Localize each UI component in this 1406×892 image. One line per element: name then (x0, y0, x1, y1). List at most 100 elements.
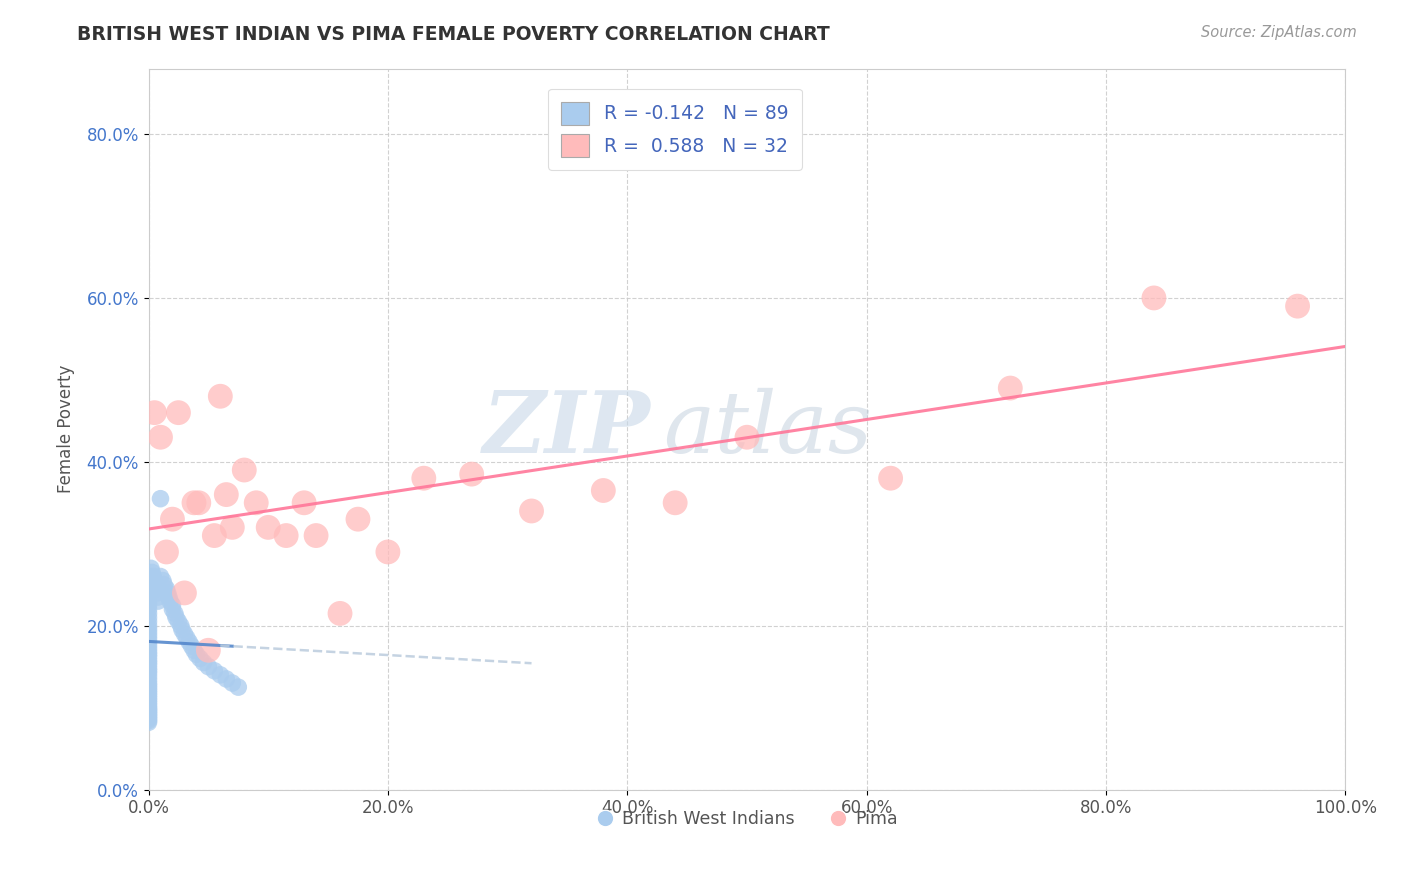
Point (188, 651, 211, 665)
Point (735, 430, 758, 444)
Point (138, 693, 160, 707)
Point (138, 712, 160, 726)
Point (1143, 291, 1166, 305)
Point (138, 602, 160, 616)
Point (167, 615, 190, 629)
Point (138, 690, 160, 705)
Point (305, 528, 328, 542)
Point (138, 702, 160, 716)
Point (197, 643, 219, 657)
Point (157, 590, 180, 604)
Point (153, 578, 176, 592)
Point (138, 715, 160, 730)
Point (159, 594, 181, 608)
Point (221, 676, 243, 690)
Point (202, 664, 225, 678)
Point (179, 635, 201, 649)
Point (276, 528, 298, 542)
Point (138, 594, 160, 608)
Point (221, 520, 243, 534)
Point (183, 643, 205, 657)
Point (173, 627, 195, 641)
Point (152, 574, 174, 588)
Point (162, 598, 184, 612)
Point (163, 607, 186, 621)
Point (187, 496, 209, 510)
Point (139, 561, 162, 575)
Point (138, 700, 160, 714)
Point (138, 649, 160, 664)
Point (233, 463, 256, 477)
Point (173, 586, 195, 600)
Point (141, 566, 163, 580)
Point (138, 710, 160, 724)
Point (170, 618, 193, 632)
Point (142, 569, 165, 583)
Point (138, 679, 160, 693)
Point (162, 602, 184, 616)
Point (138, 578, 160, 592)
Legend: British West Indians, Pima: British West Indians, Pima (589, 803, 905, 835)
Point (347, 512, 370, 526)
Point (215, 672, 238, 686)
Point (143, 406, 166, 420)
Point (180, 639, 202, 653)
Y-axis label: Female Poverty: Female Poverty (58, 365, 75, 493)
Point (138, 656, 160, 670)
Point (138, 707, 160, 722)
Text: Source: ZipAtlas.com: Source: ZipAtlas.com (1201, 25, 1357, 40)
Point (879, 471, 901, 485)
Point (183, 496, 205, 510)
Point (377, 545, 399, 559)
Point (146, 586, 169, 600)
Point (162, 512, 184, 526)
Point (138, 632, 160, 646)
Point (520, 504, 543, 518)
Point (143, 578, 166, 592)
Point (138, 673, 160, 687)
Point (292, 496, 315, 510)
Point (176, 631, 198, 645)
Point (138, 708, 160, 723)
Point (146, 590, 169, 604)
Point (138, 696, 160, 710)
Point (460, 467, 482, 482)
Point (138, 648, 160, 662)
Point (1000, 381, 1022, 395)
Point (138, 666, 160, 681)
Point (138, 645, 160, 659)
Point (202, 528, 225, 542)
Point (138, 607, 160, 621)
Point (138, 635, 160, 649)
Point (138, 658, 160, 673)
Point (138, 638, 160, 652)
Point (209, 389, 232, 403)
Point (138, 683, 160, 698)
Point (138, 618, 160, 632)
Point (664, 496, 686, 510)
Point (138, 686, 160, 700)
Point (145, 578, 167, 592)
Point (1286, 299, 1309, 313)
Point (149, 569, 172, 583)
Point (215, 487, 238, 501)
Point (592, 483, 614, 498)
Text: ZIP: ZIP (484, 387, 651, 471)
Point (155, 545, 177, 559)
Point (245, 496, 267, 510)
Point (138, 714, 160, 728)
Point (138, 669, 160, 683)
Point (146, 594, 169, 608)
Point (138, 582, 160, 596)
Point (138, 622, 160, 636)
Point (138, 586, 160, 600)
Point (138, 698, 160, 713)
Point (149, 491, 172, 506)
Point (165, 610, 187, 624)
Point (138, 676, 160, 690)
Point (138, 706, 160, 720)
Point (143, 574, 166, 588)
Point (146, 582, 169, 596)
Point (193, 656, 215, 670)
Point (167, 406, 190, 420)
